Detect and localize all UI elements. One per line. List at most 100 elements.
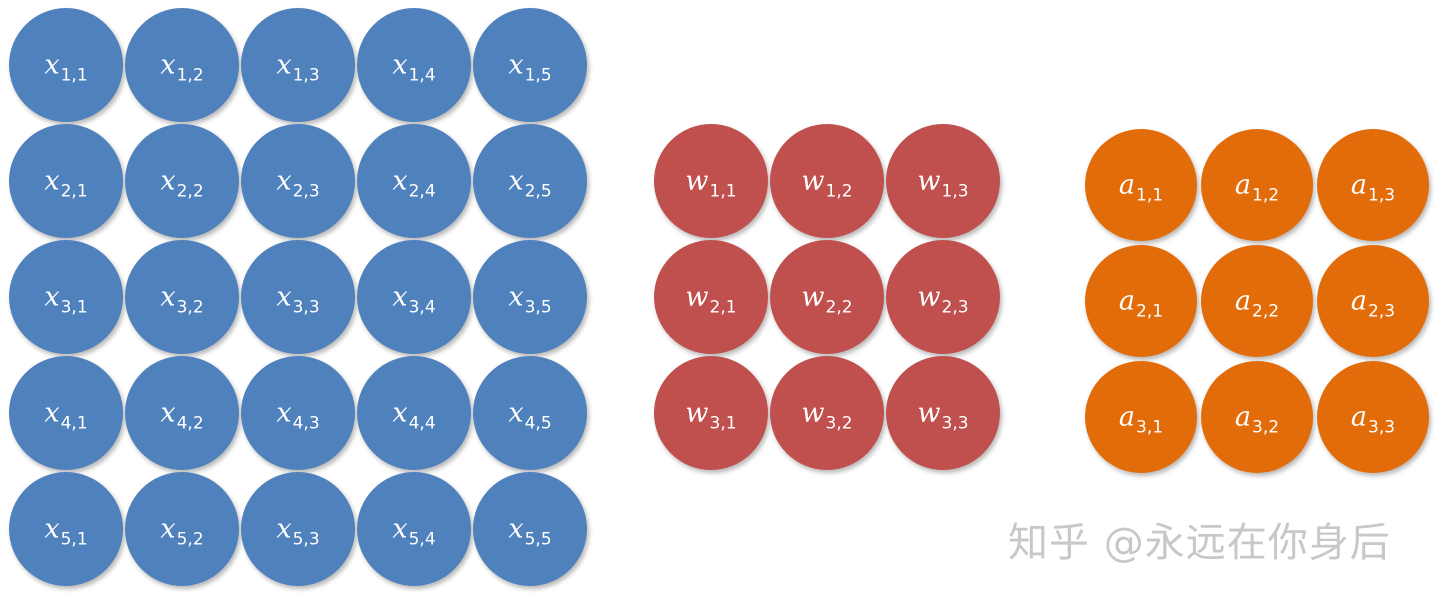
cell-label: x5,3 (241, 513, 355, 549)
matrix-cell-x-5-5: x5,5 (473, 472, 587, 586)
cell-symbol: w (801, 281, 825, 313)
cell-symbol: a (1234, 285, 1252, 317)
cell-label: x4,3 (241, 397, 355, 433)
cell-subscript: 4,3 (292, 413, 320, 434)
cell-subscript: 1,4 (408, 65, 436, 86)
cell-symbol: x (160, 281, 176, 313)
matrix-cell-a-3-2: a3,2 (1201, 361, 1313, 473)
matrix-cell-x-5-1: x5,1 (9, 472, 123, 586)
cell-subscript: 2,2 (1252, 301, 1280, 322)
cell-label: x2,1 (9, 165, 123, 201)
matrix-cell-w-2-2: w2,2 (770, 240, 884, 354)
matrix-cell-x-5-2: x5,2 (125, 472, 239, 586)
cell-label: w1,1 (654, 165, 768, 201)
cell-symbol: w (917, 165, 941, 197)
cell-symbol: x (392, 165, 408, 197)
matrix-cell-x-4-3: x4,3 (241, 356, 355, 470)
cell-label: a2,2 (1201, 285, 1313, 321)
cell-subscript: 2,5 (524, 181, 552, 202)
cell-subscript: 1,1 (60, 65, 88, 86)
cell-symbol: x (160, 513, 176, 545)
cell-subscript: 2,4 (408, 181, 436, 202)
cell-subscript: 3,4 (408, 297, 436, 318)
cell-symbol: w (917, 397, 941, 429)
matrix-cell-w-3-3: w3,3 (886, 356, 1000, 470)
cell-subscript: 2,3 (292, 181, 320, 202)
cell-symbol: x (392, 49, 408, 81)
matrix-cell-x-3-4: x3,4 (357, 240, 471, 354)
cell-subscript: 1,1 (709, 181, 737, 202)
cell-symbol: x (160, 49, 176, 81)
cell-label: x5,4 (357, 513, 471, 549)
cell-subscript: 4,2 (176, 413, 204, 434)
cell-symbol: x (276, 397, 292, 429)
matrix-cell-a-3-3: a3,3 (1317, 361, 1429, 473)
matrix-cell-x-1-5: x1,5 (473, 8, 587, 122)
cell-label: x3,2 (125, 281, 239, 317)
matrix-cell-a-2-1: a2,1 (1085, 245, 1197, 357)
matrix-cell-x-1-4: x1,4 (357, 8, 471, 122)
matrix-cell-x-2-5: x2,5 (473, 124, 587, 238)
cell-subscript: 2,2 (825, 297, 853, 318)
cell-symbol: a (1234, 169, 1252, 201)
cell-symbol: x (276, 513, 292, 545)
matrix-cell-a-3-1: a3,1 (1085, 361, 1197, 473)
cell-symbol: a (1350, 169, 1368, 201)
cell-symbol: a (1118, 169, 1136, 201)
cell-label: a3,1 (1085, 401, 1197, 437)
cell-label: x4,4 (357, 400, 471, 433)
cell-subscript: 1,3 (292, 65, 320, 86)
cell-subscript: 3,1 (1136, 417, 1164, 438)
cell-symbol: x (44, 165, 60, 197)
cell-symbol: a (1118, 401, 1136, 433)
cell-subscript: 2,2 (176, 181, 204, 202)
matrix-cell-w-2-3: w2,3 (886, 240, 1000, 354)
cell-label: a2,1 (1085, 285, 1197, 321)
cell-symbol: x (160, 165, 176, 197)
cell-label: x1,1 (9, 49, 123, 85)
cell-label: a1,3 (1317, 169, 1429, 205)
cell-subscript: 1,5 (524, 65, 552, 86)
cell-label: a1,1 (1085, 169, 1197, 205)
cell-subscript: 2,3 (941, 297, 969, 318)
cell-subscript: 4,5 (524, 413, 552, 434)
cell-subscript: 5,4 (408, 529, 436, 550)
cell-subscript: 1,2 (176, 65, 204, 86)
cell-label: w2,3 (886, 284, 1000, 317)
matrix-cell-x-2-1: x2,1 (9, 124, 123, 238)
cell-label: x3,3 (241, 284, 355, 317)
cell-symbol: x (276, 49, 292, 81)
matrix-cell-x-4-5: x4,5 (473, 356, 587, 470)
cell-subscript: 2,1 (1136, 301, 1164, 322)
cell-symbol: x (508, 397, 524, 429)
cell-label: w2,2 (770, 281, 884, 317)
cell-label: x1,4 (357, 49, 471, 85)
cell-label: a3,2 (1201, 404, 1313, 437)
matrix-cell-x-4-4: x4,4 (357, 356, 471, 470)
cell-subscript: 1,2 (1252, 185, 1280, 206)
cell-label: x3,4 (357, 284, 471, 317)
cell-symbol: w (685, 165, 709, 197)
cell-symbol: a (1350, 285, 1368, 317)
matrix-cell-a-2-2: a2,2 (1201, 245, 1313, 357)
cell-subscript: 2,3 (1368, 301, 1396, 322)
cell-symbol: x (508, 281, 524, 313)
cell-symbol: w (801, 165, 825, 197)
matrix-cell-w-1-1: w1,1 (654, 124, 768, 238)
cell-subscript: 2,1 (709, 297, 737, 318)
matrix-cell-a-2-3: a2,3 (1317, 245, 1429, 357)
cell-symbol: x (44, 49, 60, 81)
matrix-cell-x-1-3: x1,3 (241, 8, 355, 122)
cell-symbol: x (392, 513, 408, 545)
cell-subscript: 2,1 (60, 181, 88, 202)
cell-symbol: a (1118, 285, 1136, 317)
cell-subscript: 3,1 (709, 413, 737, 434)
cell-label: w3,2 (770, 400, 884, 433)
matrix-cell-x-4-2: x4,2 (125, 356, 239, 470)
cell-symbol: x (44, 513, 60, 545)
matrix-cell-a-1-1: a1,1 (1085, 129, 1197, 241)
cell-symbol: x (508, 513, 524, 545)
cell-symbol: x (276, 165, 292, 197)
cell-subscript: 1,3 (1368, 185, 1396, 206)
cell-subscript: 4,4 (408, 413, 436, 434)
